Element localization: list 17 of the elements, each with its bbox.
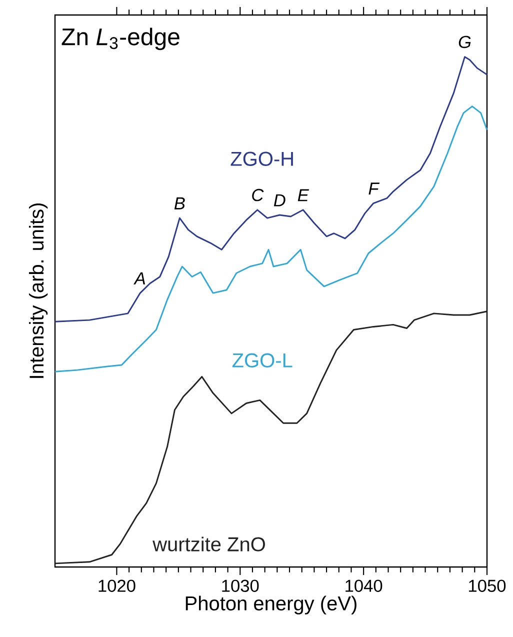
x-tick-label: 1050 [469, 580, 506, 592]
series-label: wurtzite ZnO [152, 536, 265, 552]
x-tick-label: 1020 [98, 580, 136, 592]
annotation: B [174, 197, 185, 210]
annotation: A [134, 272, 146, 284]
text: ZGO-L [232, 353, 292, 368]
annotation: C [252, 188, 264, 202]
annotation: F [368, 182, 380, 195]
text: ZGO-H [230, 152, 293, 166]
y-axis-title: Intensity (arb. units) [28, 204, 48, 378]
x-tick-label: 1040 [346, 580, 382, 592]
annotation: E [298, 189, 310, 202]
chart-title: Zn L$_{3}$-edge [62, 28, 180, 50]
x-tick-label: 1030 [222, 580, 259, 592]
x-axis-title: Photon energy (eV) [186, 596, 356, 614]
annotation: D [274, 194, 286, 206]
annotation: G [458, 36, 471, 48]
